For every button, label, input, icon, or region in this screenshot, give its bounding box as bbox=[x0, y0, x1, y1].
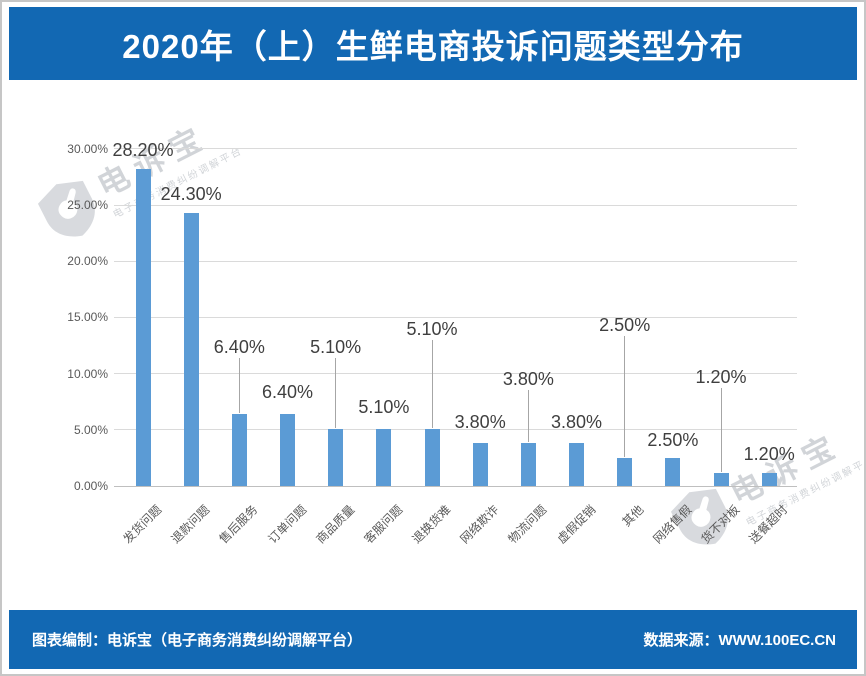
data-label: 2.50% bbox=[599, 315, 651, 335]
bar bbox=[569, 443, 585, 486]
y-axis-tick-label: 30.00% bbox=[67, 141, 108, 156]
x-axis-category-label: 退款问题 bbox=[168, 502, 213, 547]
bar bbox=[617, 457, 633, 486]
x-axis-category-label: 物流问题 bbox=[505, 502, 550, 547]
bar bbox=[376, 428, 392, 486]
x-axis-category-label: 退换货难 bbox=[409, 502, 454, 547]
bar bbox=[280, 414, 295, 486]
bar bbox=[424, 428, 440, 486]
x-axis-line bbox=[114, 485, 797, 487]
bar bbox=[761, 472, 777, 486]
bar bbox=[472, 443, 488, 486]
data-label: 5.10% bbox=[310, 337, 362, 357]
bar bbox=[665, 457, 681, 486]
x-axis-category-label: 送餐超时 bbox=[746, 502, 791, 547]
data-label-leader-line bbox=[335, 358, 337, 428]
bar bbox=[328, 428, 344, 486]
data-label-leader-line bbox=[624, 336, 626, 457]
gridline bbox=[114, 260, 797, 262]
y-axis-tick-label: 0.00% bbox=[73, 479, 108, 493]
x-axis-category-label: 网络售假 bbox=[650, 502, 695, 547]
y-axis-tick-label: 5.00% bbox=[73, 422, 108, 437]
chart-credit: 图表编制：电诉宝（电子商务消费纠纷调解平台） bbox=[32, 632, 363, 649]
footer-banner: 图表编制：电诉宝（电子商务消费纠纷调解平台） 数据来源：WWW.100EC.CN bbox=[9, 610, 857, 669]
bar bbox=[520, 443, 536, 486]
data-label: 1.20% bbox=[743, 444, 795, 464]
data-label: 24.30% bbox=[160, 184, 222, 204]
x-axis-category-label: 网络欺诈 bbox=[457, 502, 502, 547]
page-title: 2020年（上）生鲜电商投诉问题类型分布 bbox=[122, 27, 744, 65]
y-axis-tick-label: 10.00% bbox=[67, 366, 108, 381]
data-label-leader-line bbox=[527, 390, 529, 443]
bar bbox=[183, 212, 199, 486]
bar bbox=[135, 169, 151, 486]
y-axis-tick-label: 20.00% bbox=[67, 254, 108, 269]
data-label-leader-line bbox=[431, 340, 433, 428]
x-axis-category-label: 其他 bbox=[619, 502, 647, 530]
data-source: 数据来源：WWW.100EC.CN bbox=[643, 632, 836, 649]
bar bbox=[231, 414, 247, 486]
x-axis-category-label: 订单问题 bbox=[264, 502, 309, 547]
data-label: 5.10% bbox=[406, 319, 458, 339]
y-axis-tick-label: 25.00% bbox=[67, 198, 108, 212]
data-label: 3.80% bbox=[502, 369, 554, 389]
gridline bbox=[114, 373, 797, 375]
data-label: 5.10% bbox=[358, 397, 410, 417]
x-axis-category-label: 虚假促销 bbox=[553, 502, 598, 547]
y-axis-tick-label: 15.00% bbox=[67, 310, 108, 325]
x-axis-category-label: 发货问题 bbox=[120, 502, 165, 547]
x-axis-category-label: 商品质量 bbox=[313, 502, 357, 547]
bar bbox=[713, 472, 729, 486]
data-label-leader-line bbox=[720, 388, 722, 472]
data-label: 3.80% bbox=[550, 412, 603, 432]
data-label: 28.20% bbox=[112, 140, 174, 160]
x-axis-category-label: 货不对板 bbox=[698, 502, 743, 547]
data-label: 6.40% bbox=[213, 337, 265, 357]
gridline bbox=[114, 429, 797, 431]
data-label: 1.20% bbox=[695, 367, 747, 387]
x-axis-category-label: 客服问题 bbox=[361, 502, 406, 547]
data-label: 6.40% bbox=[261, 382, 314, 402]
data-label: 3.80% bbox=[454, 412, 506, 432]
x-axis-category-label: 售后服务 bbox=[216, 502, 261, 547]
data-label-leader-line bbox=[238, 358, 240, 414]
gridline bbox=[114, 204, 797, 206]
data-label: 2.50% bbox=[647, 430, 699, 450]
title-banner: 2020年（上）生鲜电商投诉问题类型分布 bbox=[9, 7, 857, 80]
gridline bbox=[114, 316, 797, 318]
gridline bbox=[114, 148, 797, 150]
